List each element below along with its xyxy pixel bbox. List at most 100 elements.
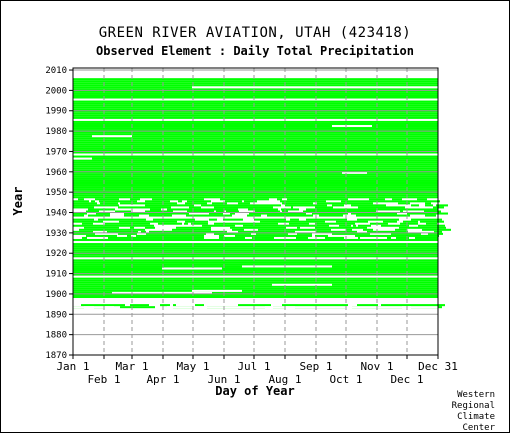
observed-segment [229,222,242,225]
observed-year-row [73,271,438,274]
observed-segment [425,214,432,217]
observed-year-row [73,133,438,136]
observed-segment [122,228,128,231]
observed-segment [305,204,320,207]
observed-segment [98,218,102,221]
observed-segment [266,204,276,207]
observed-segment [191,222,205,225]
observed-segment [205,214,210,217]
observed-segment [435,220,444,223]
observed-segment [264,212,279,215]
observed-segment [306,234,312,237]
observed-segment [73,200,81,203]
observed-year-row [73,249,438,252]
observed-year-row [73,167,438,170]
observed-segment [239,198,247,201]
observed-segment [246,224,253,227]
observed-segment [321,210,329,213]
observed-segment [167,208,170,211]
observed-segment [145,204,156,207]
observed-segment [199,230,203,233]
y-tick-label: 2000 [45,86,67,96]
observed-segment [182,234,192,237]
observed-segment [294,222,309,225]
observed-year-row [73,263,438,266]
observed-segment [110,204,119,207]
observed-segment [232,228,244,231]
observed-segment [170,208,174,211]
observed-segment [252,208,263,211]
missing-segment [112,291,212,294]
observed-segment [403,220,418,223]
observed-segment [78,198,84,201]
observed-year-row [73,92,438,95]
observed-segment [421,226,434,229]
chart-subtitle: Observed Element : Daily Total Precipita… [96,44,414,58]
observed-segment [125,222,133,225]
observed-segment [358,206,361,209]
observed-segment [417,198,427,201]
observed-year-row [73,129,438,132]
observed-year-row [73,143,438,146]
observed-segment [204,208,214,211]
observed-segment [326,222,330,225]
observed-segment [274,228,278,231]
observed-segment [384,222,388,225]
observed-segment [383,220,390,223]
observed-segment [150,208,161,211]
observed-segment [377,200,382,203]
observed-segment [212,210,214,213]
observed-segment [217,208,224,211]
observed-segment [149,214,161,217]
observed-segment [158,204,162,207]
observed-segment [411,204,419,207]
observed-segment [326,198,328,201]
observed-segment [246,206,261,209]
observed-segment [282,304,293,307]
observed-year-row [73,141,438,144]
observed-segment [176,236,186,239]
observed-year-row [73,238,438,242]
observed-segment [402,214,410,217]
observed-segment [186,236,194,239]
observed-segment [246,232,251,235]
observed-segment [158,222,171,225]
observed-segment [426,222,437,225]
observed-segment [231,208,238,211]
observed-segment [427,202,431,205]
observed-segment [249,304,260,307]
observed-segment [353,210,363,213]
observed-segment [83,218,91,221]
observed-segment [244,304,249,307]
observed-segment [384,218,399,221]
observed-segment [340,204,344,207]
observed-segment [350,220,358,223]
observed-segment [285,204,290,207]
observed-segment [189,206,201,209]
observed-segment [100,202,106,205]
observed-segment [230,212,233,215]
observed-segment [265,234,274,237]
observed-segment [179,230,194,233]
observed-segment [244,200,246,203]
observed-segment [412,212,422,215]
observed-segment [398,202,404,205]
observed-segment [373,198,385,201]
observed-segment [277,198,282,201]
observed-segment [333,226,340,229]
observed-segment [253,200,257,203]
observed-segment [168,220,172,223]
observed-segment [394,234,405,237]
observed-segment [356,200,361,203]
observed-segment [120,202,134,205]
x-tick-label: Jun 1 [207,373,240,386]
observed-segment [128,228,141,231]
observed-segment [130,198,140,201]
observed-segment [399,226,413,229]
observed-segment [137,236,142,239]
observed-segment [83,220,97,223]
observed-segment [163,218,174,221]
observed-segment [258,232,264,235]
observed-segment [339,212,348,215]
